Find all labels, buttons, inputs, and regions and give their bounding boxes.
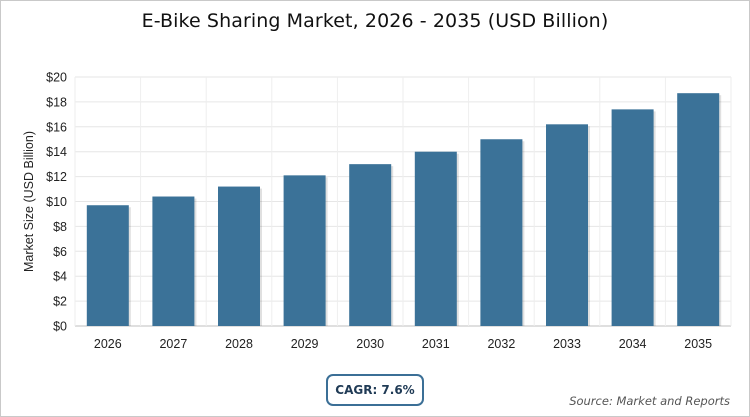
- bars: [86, 93, 722, 327]
- bar-2028: [218, 186, 260, 326]
- x-tick-label: 2032: [487, 337, 515, 351]
- x-tick-label: 2030: [356, 337, 384, 351]
- bar-2029: [283, 175, 326, 326]
- bar-2026: [86, 205, 129, 326]
- x-tick-label: 2027: [159, 337, 187, 351]
- cagr-badge: CAGR: 7.6%: [326, 374, 424, 406]
- y-tick-label: $6: [53, 245, 67, 259]
- y-tick-label: $20: [46, 71, 67, 85]
- x-tick-label: 2033: [553, 337, 581, 351]
- y-tick-label: $0: [53, 320, 67, 334]
- y-axis-title: Market Size (USD Billion): [22, 131, 36, 272]
- y-tick-label: $14: [46, 145, 67, 159]
- y-tick-label: $2: [53, 295, 67, 309]
- y-tick-label: $10: [46, 195, 67, 209]
- x-tick-labels: 2026 2027 2028 2029 2030 2031 2032 2033 2034 2035: [94, 337, 712, 351]
- y-tick-label: $18: [46, 95, 67, 109]
- x-tick-label: 2029: [291, 337, 319, 351]
- bar-2032: [480, 139, 523, 326]
- chart-title: E-Bike Sharing Market, 2026 - 2035 (USD …: [141, 10, 609, 32]
- x-tick-label: 2035: [684, 337, 712, 351]
- x-tick-label: 2028: [225, 337, 253, 351]
- source-note: Source: Market and Reports: [569, 394, 730, 408]
- y-tick-label: $8: [53, 220, 67, 234]
- bar-2035: [677, 93, 720, 326]
- bar-2034: [611, 109, 654, 327]
- bar-2027: [152, 196, 195, 326]
- x-tick-label: 2031: [422, 337, 450, 351]
- x-tick-label: 2034: [619, 337, 647, 351]
- y-tick-label: $12: [46, 170, 67, 184]
- bar-2031: [414, 151, 457, 326]
- bar-2030: [349, 164, 392, 326]
- y-tick-labels: $0 $2 $4 $6 $8 $10 $12 $14 $16 $18 $20: [46, 71, 67, 334]
- y-tick-label: $4: [53, 270, 67, 284]
- x-tick-label: 2026: [94, 337, 122, 351]
- y-tick-label: $16: [46, 120, 67, 134]
- bar-2033: [546, 124, 588, 326]
